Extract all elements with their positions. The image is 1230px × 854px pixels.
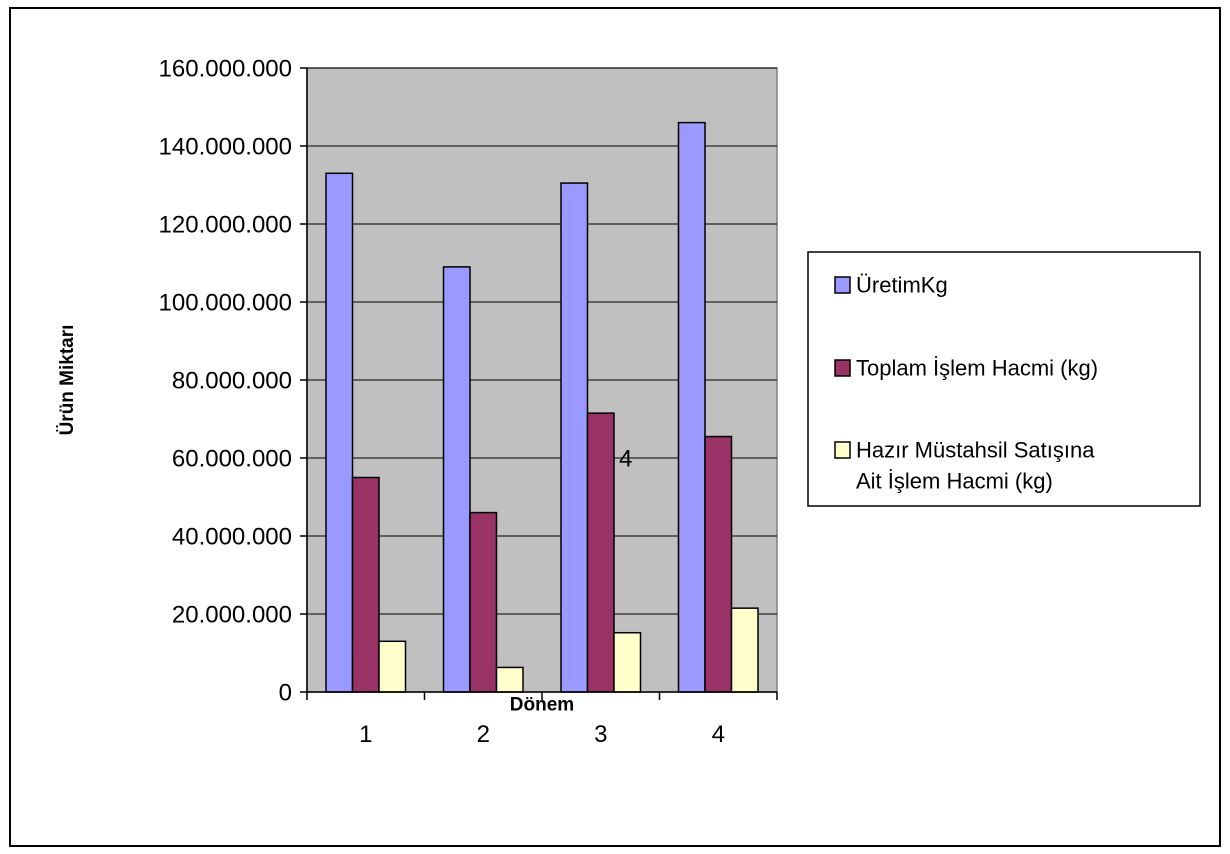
legend-label-series1: ÜretimKg	[856, 273, 948, 298]
x-tick-labels: 1 2 3 4	[359, 721, 725, 748]
annotation-label: 4	[619, 445, 632, 472]
bar-series2-cat3	[586, 412, 615, 693]
y-tick-label: 60.000.000	[172, 445, 292, 472]
legend-swatch-series2	[834, 359, 851, 377]
bar-series3-cat2	[495, 666, 524, 693]
legend-swatch-series3	[834, 441, 851, 459]
bar-series1-cat3	[560, 182, 589, 693]
bar-series2-cat1	[351, 476, 380, 693]
x-axis-title: Dönem	[510, 695, 574, 716]
bar-series3-cat3	[613, 631, 642, 693]
bars	[325, 121, 759, 693]
y-tick-label: 20.000.000	[172, 601, 292, 628]
bar-series1-cat2	[442, 266, 471, 693]
legend-swatch-series1	[834, 276, 851, 294]
y-axis-title: Ürün Miktarı	[57, 325, 78, 436]
y-tick-labels: 0 20.000.000 40.000.000 60.000.000 80.000.00…	[159, 55, 292, 706]
bar-series2-cat2	[469, 511, 498, 693]
y-tick-label: 160.000.000	[159, 55, 292, 82]
y-tick-label: 140.000.000	[159, 133, 292, 160]
y-tick-label: 0	[279, 679, 292, 706]
y-tick-label: 80.000.000	[172, 367, 292, 394]
y-tick-label: 40.000.000	[172, 523, 292, 550]
legend: ÜretimKg Toplam İşlem Hacmi (kg) Hazır Müs…	[807, 251, 1201, 507]
y-tick-label: 100.000.000	[159, 289, 292, 316]
x-tick-label: 3	[594, 721, 607, 748]
x-tick-label: 4	[712, 721, 725, 748]
legend-label-series3: Hazır Müstahsil Satışına Ait İşlem Hacmi …	[856, 438, 1095, 494]
bar-series3-cat4	[730, 607, 759, 693]
bar-series1-cat1	[325, 172, 354, 693]
bar-series1-cat4	[677, 121, 706, 693]
x-tick-label: 2	[477, 721, 490, 748]
y-tick-label: 120.000.000	[159, 211, 292, 238]
axes	[300, 67, 778, 700]
bar-series2-cat4	[704, 435, 733, 693]
legend-box	[807, 251, 1201, 507]
bar-series3-cat1	[378, 640, 407, 693]
x-tick-label: 1	[359, 721, 372, 748]
legend-label-series2: Toplam İşlem Hacmi (kg)	[856, 356, 1098, 381]
